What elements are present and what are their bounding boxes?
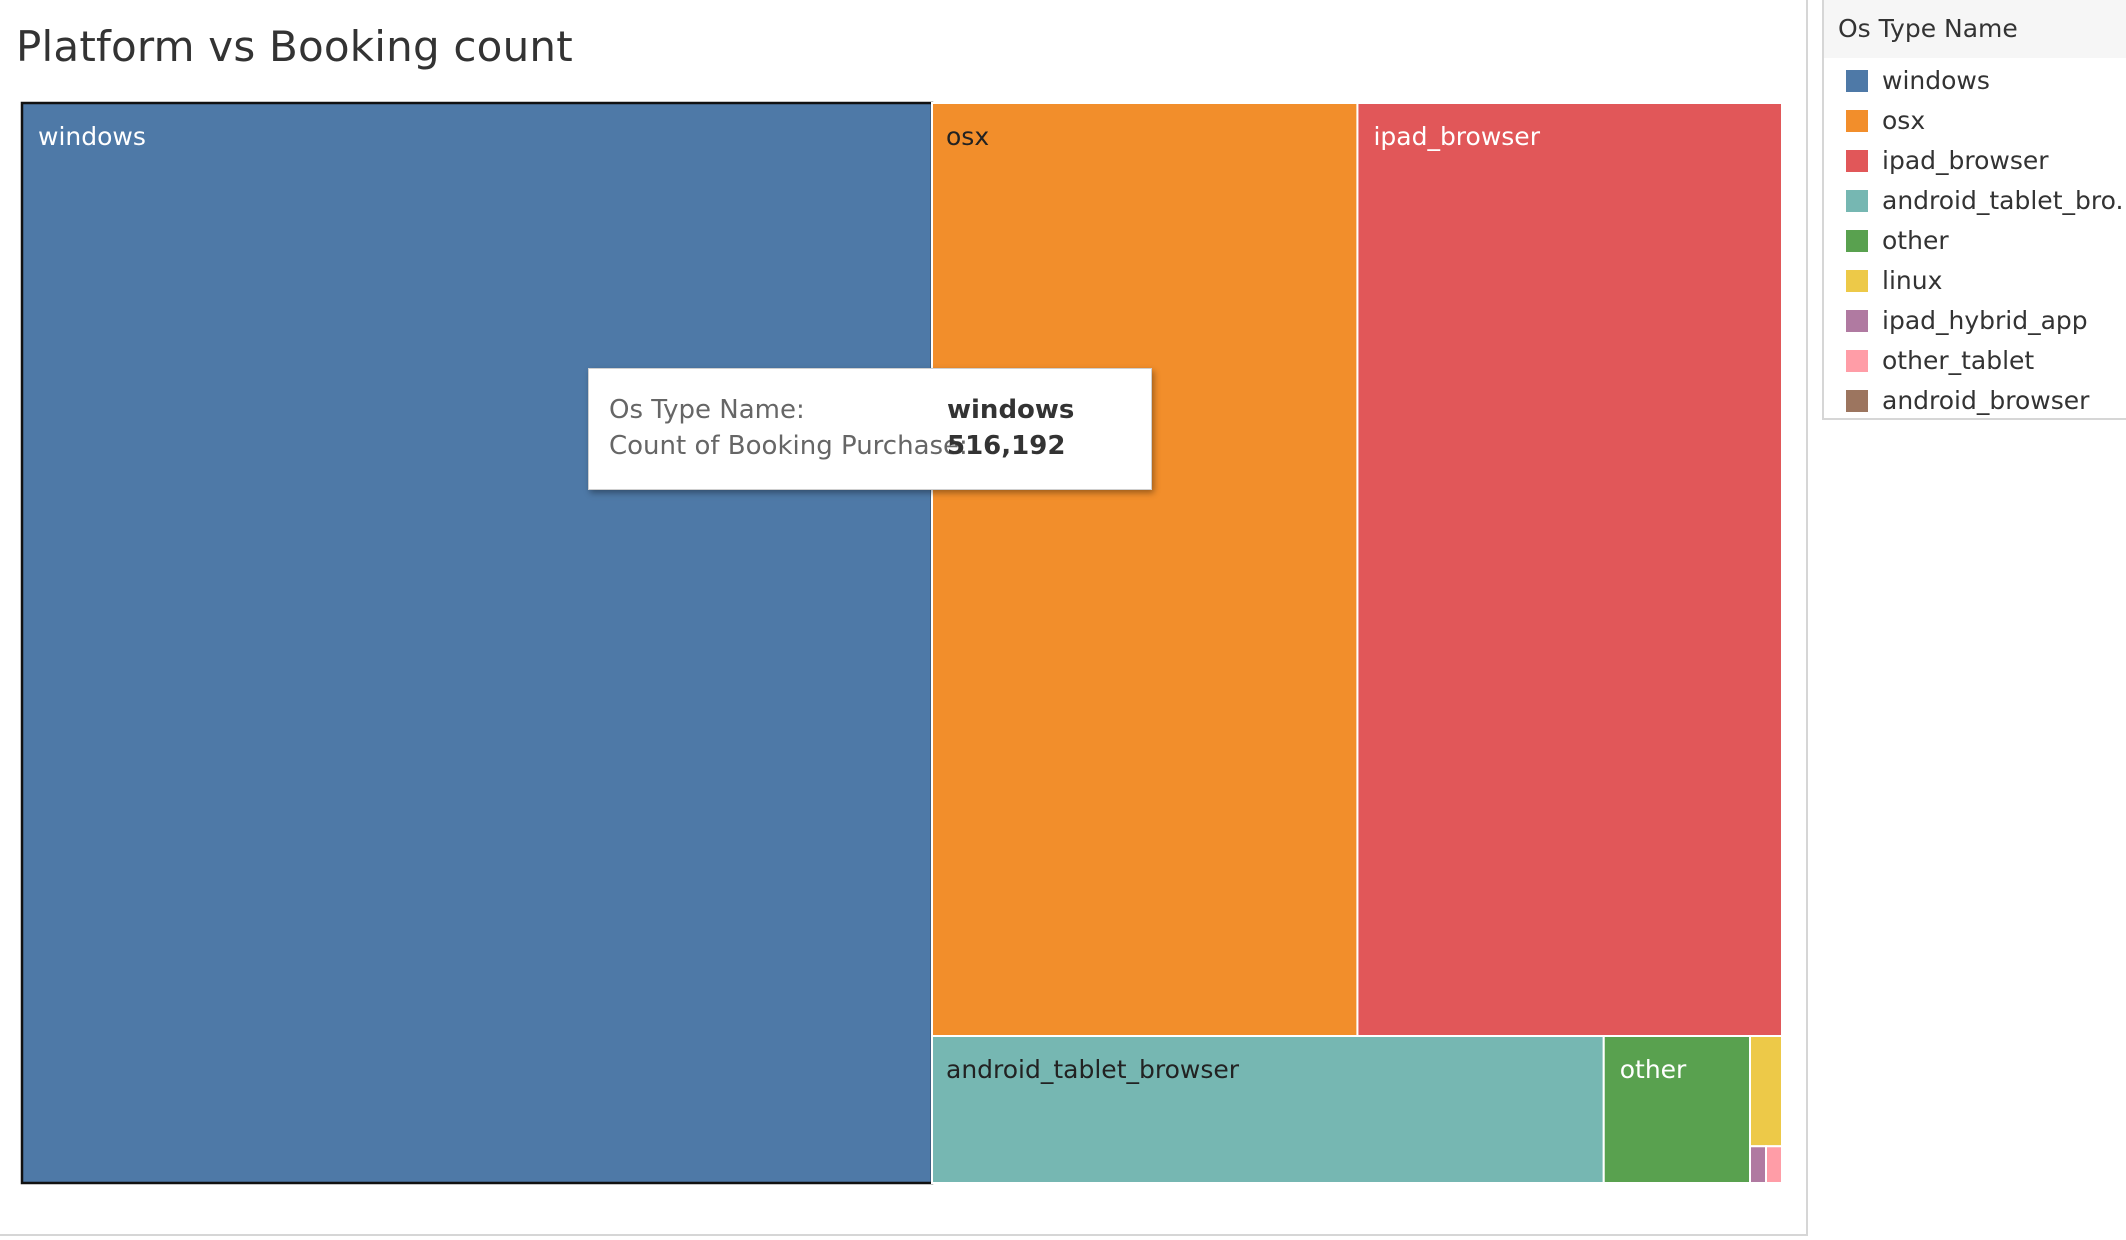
legend-item-linux[interactable]: linux xyxy=(1836,262,2126,298)
legend-item-other[interactable]: other xyxy=(1836,222,2126,258)
legend-swatch xyxy=(1846,150,1868,172)
chart-frame xyxy=(0,0,1808,1236)
legend-item-android-browser[interactable]: android_browser xyxy=(1836,382,2126,418)
legend-label: other_tablet xyxy=(1882,346,2035,375)
treemap-label-android-tablet-browser: android_tablet_browser xyxy=(946,1055,1240,1084)
legend-item-ipad-hybrid-app[interactable]: ipad_hybrid_app xyxy=(1836,302,2126,338)
legend-label: android_tablet_bro.. xyxy=(1882,186,2126,215)
treemap-tile-android-tablet-browser[interactable] xyxy=(931,1035,1605,1184)
legend-label: windows xyxy=(1882,66,1990,95)
legend-swatch xyxy=(1846,350,1868,372)
treemap-tile-other-tablet[interactable] xyxy=(1765,1145,1783,1184)
tooltip-key-booking-count: Count of Booking Purchase: xyxy=(609,431,968,461)
treemap-label-windows: windows xyxy=(38,122,146,151)
tooltip-key-os-type: Os Type Name: xyxy=(609,395,805,425)
legend-item-other-tablet[interactable]: other_tablet xyxy=(1836,342,2126,378)
legend-item-android-tablet-bro[interactable]: android_tablet_bro.. xyxy=(1836,182,2126,218)
legend-label: other xyxy=(1882,226,1949,255)
legend-label: osx xyxy=(1882,106,1926,135)
legend-swatch xyxy=(1846,310,1868,332)
legend-swatch xyxy=(1846,230,1868,252)
legend-label: ipad_browser xyxy=(1882,146,2049,175)
treemap-chart: windows osx ipad_browser android_tablet_bro… xyxy=(20,101,1783,1185)
legend-header xyxy=(1824,0,2126,58)
treemap-label-other: other xyxy=(1620,1055,1687,1084)
treemap-tile-linux[interactable] xyxy=(1749,1035,1783,1148)
legend-item-osx[interactable]: osx xyxy=(1836,102,2126,138)
treemap-tile-ipad-hybrid-app[interactable] xyxy=(1749,1145,1767,1184)
legend-swatch xyxy=(1846,390,1868,412)
tooltip: Os Type Name: windows Count of Booking P… xyxy=(588,368,1152,490)
tooltip-value-booking-count: 516,192 xyxy=(947,431,1066,461)
chart-title: Platform vs Booking count xyxy=(16,22,573,71)
treemap-tile-osx[interactable] xyxy=(931,102,1359,1037)
legend-title: Os Type Name xyxy=(1838,14,2018,43)
legend-swatch xyxy=(1846,270,1868,292)
treemap-tile-ipad-browser[interactable] xyxy=(1356,102,1783,1037)
treemap-label-osx: osx xyxy=(946,122,989,151)
legend-label: ipad_hybrid_app xyxy=(1882,306,2088,335)
tooltip-value-os-type: windows xyxy=(947,395,1075,425)
legend-swatch xyxy=(1846,70,1868,92)
legend-label: linux xyxy=(1882,266,1943,295)
legend-item-ipad-browser[interactable]: ipad_browser xyxy=(1836,142,2126,178)
treemap-tile-windows[interactable] xyxy=(20,101,934,1185)
legend-label: android_browser xyxy=(1882,386,2090,415)
treemap-tile-other[interactable] xyxy=(1602,1035,1752,1184)
legend-item-windows[interactable]: windows xyxy=(1836,62,2126,98)
legend-swatch xyxy=(1846,110,1868,132)
legend-swatch xyxy=(1846,190,1868,212)
treemap-label-ipad-browser: ipad_browser xyxy=(1373,122,1540,151)
